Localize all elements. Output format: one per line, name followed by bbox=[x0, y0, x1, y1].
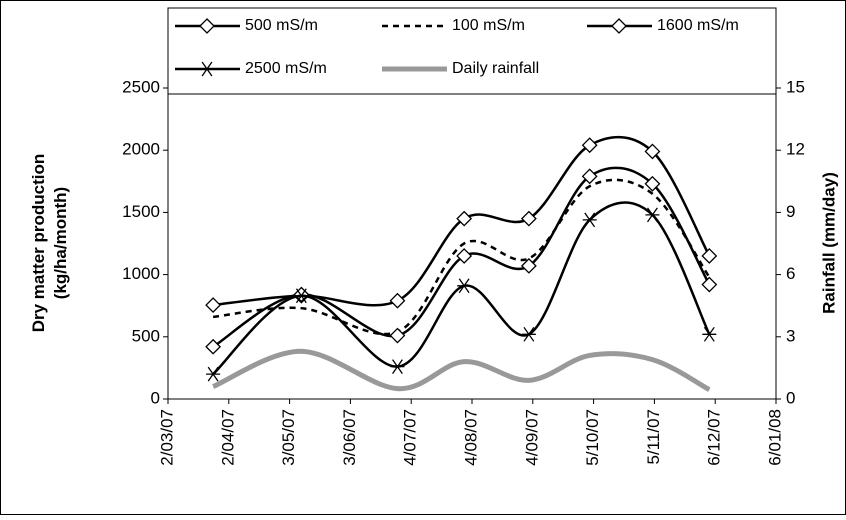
y2-tick-label: 9 bbox=[786, 202, 795, 221]
legend: 500 mS/m 100 mS/m 1600 mS/m 2500 mS/m Daily … bbox=[175, 17, 739, 77]
y-tick-label: 1000 bbox=[122, 264, 160, 283]
y-tick-label: 2500 bbox=[122, 77, 160, 96]
marker bbox=[702, 326, 717, 342]
marker bbox=[645, 207, 660, 223]
x-tick-label: 5/11/07 bbox=[644, 409, 663, 464]
marker bbox=[581, 137, 598, 154]
y2-tick-label: 0 bbox=[786, 388, 795, 407]
marker bbox=[205, 297, 222, 313]
x-tick-label: 4/09/07 bbox=[522, 409, 541, 466]
y2-tick-label: 6 bbox=[786, 264, 795, 283]
marker bbox=[206, 366, 221, 382]
marker bbox=[581, 168, 598, 185]
series-line bbox=[212, 178, 711, 336]
marker bbox=[520, 257, 537, 274]
x-tick-label: 4/08/07 bbox=[461, 409, 480, 466]
legend-box bbox=[167, 7, 777, 95]
legend-label: Daily rainfall bbox=[452, 60, 539, 77]
legend-label: 2500 mS/m bbox=[245, 60, 327, 77]
y2-tick-label: 3 bbox=[786, 326, 795, 345]
marker bbox=[389, 292, 406, 309]
marker bbox=[520, 210, 537, 227]
marker bbox=[205, 338, 222, 355]
rainfall-line bbox=[212, 348, 711, 392]
marker bbox=[611, 18, 627, 34]
x-tick-label: 2/03/07 bbox=[157, 409, 176, 466]
y-axis-title-line: Dry matter production bbox=[29, 154, 48, 333]
marker bbox=[582, 212, 597, 228]
marker bbox=[389, 327, 406, 344]
marker bbox=[294, 288, 309, 304]
legend-label: 100 mS/m bbox=[452, 17, 525, 34]
x-tick-label: 4/07/07 bbox=[401, 409, 420, 466]
marker bbox=[199, 18, 215, 34]
series-line bbox=[212, 201, 711, 376]
x-tick-label: 2/04/07 bbox=[218, 409, 237, 466]
x-tick-label: 3/05/07 bbox=[279, 409, 298, 466]
marker bbox=[200, 61, 214, 77]
marker bbox=[457, 278, 472, 294]
marker bbox=[644, 175, 661, 192]
y2-tick-label: 15 bbox=[786, 77, 805, 96]
y-tick-label: 0 bbox=[151, 388, 160, 407]
marker bbox=[390, 359, 405, 375]
y-tick-label: 1500 bbox=[122, 202, 160, 221]
marker bbox=[456, 210, 473, 227]
y-axis-title: Dry matter production (kg/ha/month) bbox=[29, 154, 70, 333]
plot-area: 0 500 1000 1500 2000 2500 0 3 6 9 12 15 2/03/07 2/04/… bbox=[29, 77, 838, 465]
y-tick-label: 2000 bbox=[122, 140, 160, 159]
legend-label: 500 mS/m bbox=[245, 17, 318, 34]
legend-label: 1600 mS/m bbox=[657, 17, 739, 34]
marker bbox=[644, 143, 661, 160]
marker bbox=[701, 276, 718, 293]
x-tick-label: 5/10/07 bbox=[583, 409, 602, 466]
marker bbox=[701, 248, 718, 264]
x-tick-label: 6/01/08 bbox=[765, 409, 784, 466]
y-tick-label: 500 bbox=[132, 326, 160, 345]
y2-axis-title: Rainfall (mm/day) bbox=[819, 172, 838, 314]
x-tick-label: 6/12/07 bbox=[705, 409, 724, 466]
x-tick-label: 3/06/07 bbox=[340, 409, 359, 466]
marker bbox=[521, 326, 536, 342]
y2-tick-label: 12 bbox=[786, 140, 805, 159]
marker bbox=[456, 248, 473, 264]
y-axis-title-line: (kg/ha/month) bbox=[51, 187, 70, 299]
